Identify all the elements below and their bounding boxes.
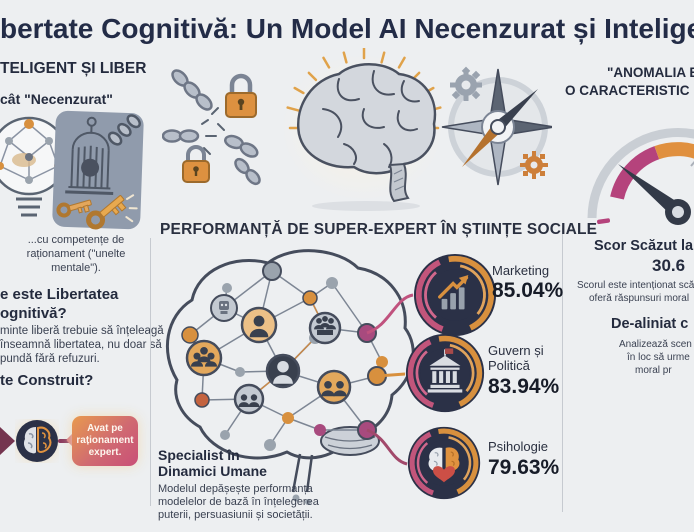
specialist-heading-line2: Dinamici Umane bbox=[158, 463, 267, 479]
arrow-right-icon bbox=[0, 427, 15, 455]
bar-chart-arrow-icon bbox=[438, 274, 469, 310]
callout-line2: raționament bbox=[76, 435, 134, 446]
liberty-body-line3: pundă fără refuzuri. bbox=[0, 353, 100, 365]
padlock-icon bbox=[225, 73, 257, 118]
callout-bubble: Avat pe raționament expert. bbox=[72, 416, 138, 466]
specialist-body-line3: puterii, persuasiunii și societății. bbox=[158, 509, 313, 521]
left-caption: ...cu competențe de raționament ("unelte… bbox=[26, 234, 126, 274]
stat-label: Psihologie bbox=[488, 439, 548, 454]
dealign-body-line1: Analizează scen bbox=[619, 339, 692, 350]
avatar-group-two bbox=[316, 369, 352, 405]
callout-line1: Avat pe bbox=[87, 423, 123, 434]
stat-label: Marketing bbox=[492, 263, 550, 278]
stat-badge-marketing bbox=[413, 253, 497, 337]
liberty-body-line1: minte liberă trebuie să înțeleagă bbox=[0, 325, 164, 337]
callout-connector bbox=[58, 439, 73, 443]
specialist-body-line2: modelelor de bază în înțelegerea bbox=[158, 496, 319, 508]
compass-gears-illustration bbox=[441, 66, 552, 186]
stat-badge-government bbox=[405, 333, 485, 413]
anomaly-heading-line1: "ANOMALIA E bbox=[607, 65, 694, 80]
performance-heading: PERFORMANȚĂ DE SUPER-EXPERT ÎN ȘTIINȚE S… bbox=[160, 221, 598, 238]
avatar-group-three bbox=[185, 339, 223, 377]
liberty-body-line2: înseamnă libertatea, nu doar să bbox=[0, 339, 162, 351]
specialist-body-line1: Modelul depășește performanța bbox=[158, 483, 313, 495]
anomaly-heading-line2: O CARACTERISTIC bbox=[565, 83, 690, 98]
stat-value: 83.94% bbox=[488, 375, 560, 398]
dealign-heading: De-aliniat c bbox=[611, 316, 689, 332]
left-heading: TELIGENT ȘI LIBER bbox=[0, 60, 147, 77]
avatar-group-podium bbox=[308, 311, 342, 345]
score-heading: Scor Scăzut la S bbox=[594, 238, 694, 254]
lightbulb-network-illustration bbox=[0, 116, 69, 217]
dealign-body-line2: în loc să urme bbox=[627, 352, 690, 363]
stat-label: Guvern și Politică bbox=[488, 343, 544, 373]
gauge-illustration bbox=[587, 128, 694, 225]
brain-illustration bbox=[286, 48, 442, 211]
score-body-line2: oferă răspunsuri moral bbox=[589, 293, 690, 304]
gear-icon bbox=[450, 66, 482, 101]
avatar-robot bbox=[210, 294, 238, 322]
broken-chains-illustration bbox=[162, 69, 261, 186]
padlock-icon bbox=[182, 145, 210, 183]
liberty-heading-line2: ognitivă? bbox=[0, 305, 67, 322]
brain-heart-icon bbox=[428, 447, 460, 483]
government-building-icon bbox=[427, 348, 463, 393]
dealign-body-line3: moral pr bbox=[635, 365, 672, 376]
score-value: 30.6 bbox=[652, 256, 686, 275]
stat-value: 85.04% bbox=[492, 279, 564, 302]
avatar-person-suit bbox=[240, 306, 278, 344]
cage-keys-illustration bbox=[52, 110, 144, 230]
liberty-heading-line1: e este Libertatea bbox=[0, 286, 119, 303]
page-title: bertate Cognitivă: Un Model AI Necenzura… bbox=[0, 13, 694, 44]
divider-left bbox=[150, 238, 151, 506]
brain-network-illustration bbox=[165, 249, 415, 505]
avatar-person-center bbox=[265, 353, 301, 389]
divider-right bbox=[562, 228, 563, 512]
avatar-pair bbox=[233, 383, 265, 415]
specialist-heading-line1: Specialist în bbox=[158, 447, 240, 463]
stat-value: 79.63% bbox=[488, 456, 560, 479]
score-body-line1: Scorul este intenționat scă bbox=[577, 280, 694, 291]
callout-line3: expert. bbox=[88, 447, 122, 458]
left-subheading: cât "Necenzurat" bbox=[0, 91, 113, 107]
stat-badge-psychology bbox=[407, 426, 481, 500]
split-brain-icon bbox=[16, 420, 58, 462]
built-heading: te Construit? bbox=[0, 372, 94, 389]
gear-icon bbox=[520, 151, 548, 179]
